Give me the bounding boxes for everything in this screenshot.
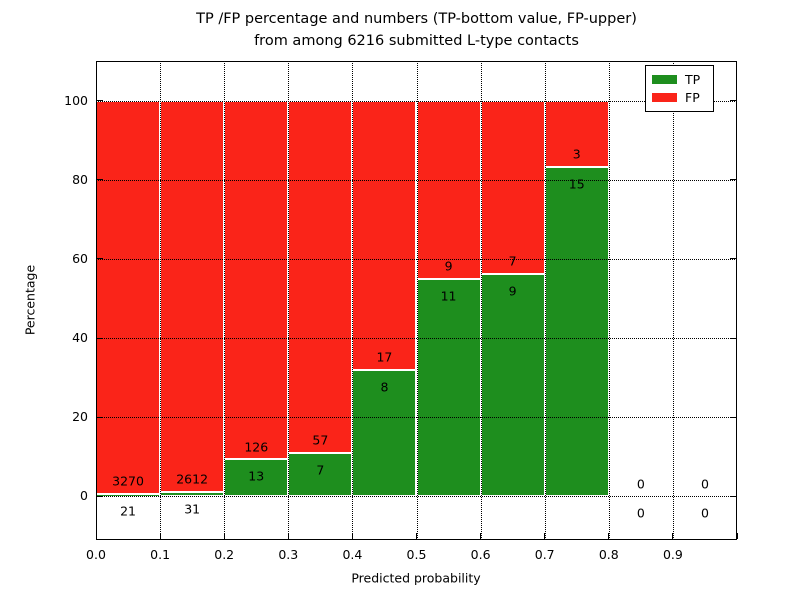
legend-entry-fp: FP — [652, 90, 707, 105]
y-tick-mark-left — [97, 337, 103, 339]
fp-bar-segment — [417, 101, 480, 278]
gridline-vertical — [224, 61, 226, 540]
y-tick-mark-left — [97, 416, 103, 418]
chart-title-line1: TP /FP percentage and numbers (TP-bottom… — [196, 11, 637, 27]
x-tick-label: 0.9 — [662, 547, 683, 562]
gridline-vertical — [288, 61, 290, 540]
tp-count-label: 31 — [184, 501, 201, 517]
x-tick-label: 0.7 — [534, 547, 555, 562]
fp-legend-label: FP — [685, 90, 700, 106]
y-tick-mark-left — [97, 258, 103, 260]
tp-bar-segment — [353, 370, 416, 496]
tp-count-label: 9 — [508, 283, 517, 299]
x-tick-label: 0.4 — [342, 547, 363, 562]
tp-bar-segment — [225, 460, 288, 496]
x-tick-mark — [416, 533, 417, 539]
tp-legend-label: TP — [685, 71, 701, 87]
tp-bar-segment — [161, 492, 224, 496]
y-tick-label: 60 — [72, 250, 88, 266]
fp-bar-segment — [97, 101, 160, 493]
tp-count-label: 0 — [636, 505, 645, 521]
x-tick-label: 0.8 — [598, 547, 619, 562]
chart-title-line2: from among 6216 submitted L-type contact… — [254, 33, 579, 49]
tp-bar-segment — [481, 274, 544, 496]
gridline-vertical — [160, 61, 162, 540]
tp-bar-segment — [97, 494, 160, 496]
x-tick-mark — [95, 533, 97, 539]
fp-count-label: 3270 — [112, 473, 144, 489]
gridline-vertical — [352, 61, 354, 540]
legend: TP FP — [645, 65, 714, 112]
y-tick-label: 0 — [80, 488, 88, 504]
tp-count-label: 21 — [120, 503, 136, 519]
fp-count-label: 57 — [312, 432, 329, 448]
y-tick-mark-right — [730, 179, 736, 181]
gridline-vertical — [672, 61, 674, 540]
tp-bar-segment — [289, 454, 352, 496]
fp-count-label: 0 — [636, 476, 645, 492]
y-tick-mark-left — [97, 179, 103, 181]
fp-bar-segment — [289, 101, 352, 453]
fp-count-label: 0 — [700, 476, 709, 492]
y-tick-mark-left — [97, 495, 103, 497]
gridline-vertical — [416, 61, 418, 540]
x-tick-label: 0.2 — [214, 547, 235, 562]
gridline-vertical — [608, 61, 610, 540]
x-tick-label: 0.3 — [278, 547, 299, 562]
fp-legend-swatch — [652, 93, 677, 103]
x-tick-mark — [287, 533, 289, 539]
y-tick-label: 20 — [72, 409, 88, 425]
tp-count-label: 7 — [316, 462, 325, 478]
fp-bar-segment — [225, 101, 288, 459]
fp-bar-segment — [545, 101, 608, 166]
tp-count-label: 15 — [568, 176, 585, 192]
x-tick-label: 0.1 — [150, 547, 171, 562]
legend-entry-tp: TP — [652, 72, 707, 87]
x-tick-mark — [736, 533, 738, 539]
tp-count-label: 8 — [380, 379, 389, 395]
gridline-vertical — [480, 61, 482, 540]
y-tick-label: 80 — [72, 171, 88, 187]
y-axis-label: Percentage — [22, 264, 38, 336]
tp-bar-segment — [545, 167, 608, 496]
fp-bar-segment — [481, 101, 544, 273]
x-tick-mark — [544, 533, 546, 539]
fp-count-label: 17 — [376, 349, 393, 365]
gridline-vertical — [544, 61, 546, 540]
fp-count-label: 9 — [444, 258, 453, 274]
tp-bar-segment — [417, 279, 480, 496]
x-tick-mark — [159, 533, 161, 539]
x-tick-label: 0.0 — [86, 547, 106, 562]
x-tick-mark — [480, 533, 482, 539]
y-tick-label: 100 — [64, 92, 88, 108]
x-tick-label: 0.5 — [406, 547, 427, 562]
x-tick-mark — [223, 533, 225, 539]
tp-count-label: 0 — [700, 505, 709, 521]
x-tick-mark — [351, 533, 353, 539]
chart-title: TP /FP percentage and numbers (TP-bottom… — [96, 8, 737, 52]
tp-count-label: 11 — [440, 288, 457, 304]
fp-count-label: 7 — [508, 253, 517, 269]
y-tick-mark-left — [97, 100, 103, 102]
x-tick-label: 0.6 — [470, 547, 491, 562]
fp-count-label: 3 — [572, 146, 581, 162]
fp-count-label: 2612 — [176, 471, 209, 487]
tp-count-label: 13 — [248, 468, 265, 484]
y-tick-mark-right — [730, 258, 736, 260]
y-tick-mark-right — [730, 416, 736, 418]
y-tick-mark-right — [730, 495, 736, 497]
fp-bar-segment — [353, 101, 416, 369]
fp-count-label: 126 — [244, 439, 269, 455]
x-axis-label: Predicted probability — [351, 570, 481, 586]
x-tick-mark — [608, 533, 610, 539]
fp-bar-segment — [161, 101, 224, 491]
y-tick-mark-right — [730, 337, 736, 339]
tp-legend-swatch — [652, 74, 677, 84]
y-tick-mark-right — [730, 100, 736, 102]
x-tick-mark — [672, 533, 674, 539]
y-tick-label: 40 — [72, 330, 88, 346]
